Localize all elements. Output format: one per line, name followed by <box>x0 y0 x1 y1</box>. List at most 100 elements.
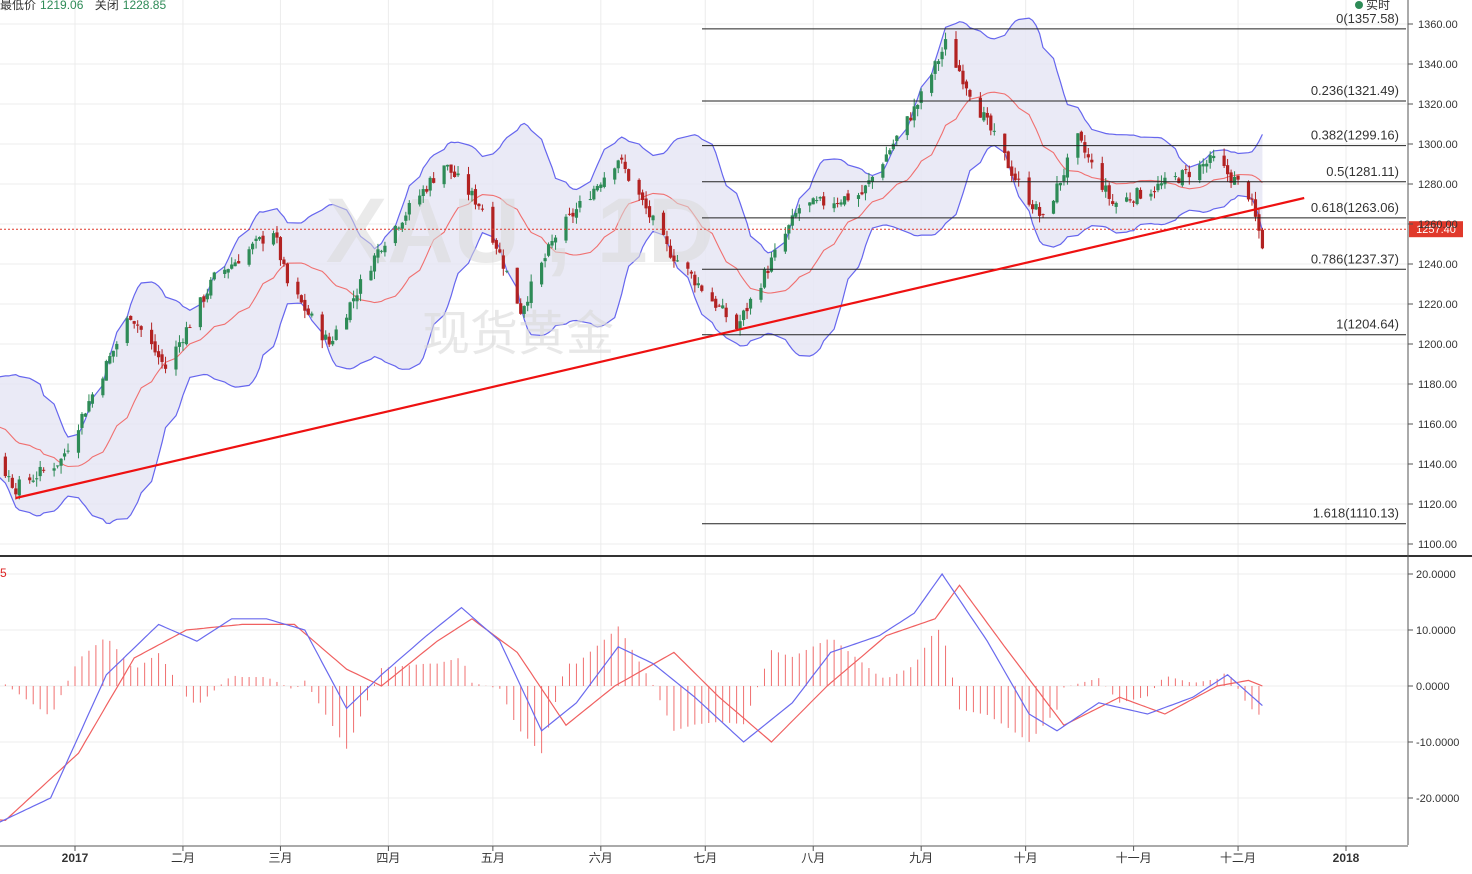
candle-body <box>202 296 206 302</box>
x-tick-label: 三月 <box>268 851 292 865</box>
candle-body <box>28 477 32 481</box>
candle-body <box>696 283 700 286</box>
y-tick-label: 1140.00 <box>1418 459 1457 471</box>
x-tick-label: 十二月 <box>1220 851 1256 865</box>
candle-body <box>724 307 728 318</box>
candle-body <box>978 97 982 118</box>
candle-body <box>1100 163 1104 190</box>
candle-body <box>766 270 770 274</box>
candle-body <box>38 466 42 477</box>
candle-body <box>334 329 338 340</box>
candle-body <box>80 413 84 428</box>
y-tick-label: 1360.00 <box>1418 19 1458 31</box>
fibonacci-label: 0.382(1299.16) <box>1311 128 1399 143</box>
indicator-label: 5 <box>0 566 7 580</box>
candle-body <box>1253 199 1258 217</box>
candle-body <box>327 336 331 345</box>
candle-body <box>668 245 673 258</box>
candle-body <box>1037 206 1042 216</box>
candle-body <box>198 297 202 328</box>
candle-body <box>76 430 81 453</box>
candle-body <box>546 244 551 256</box>
candle-body <box>741 310 746 321</box>
candle-body <box>369 270 373 281</box>
candle-body <box>588 199 592 201</box>
candle-body <box>818 197 822 199</box>
candle-body <box>1111 201 1115 204</box>
candle-body <box>278 237 283 261</box>
candle-body <box>644 198 648 209</box>
close-value: 1228.85 <box>122 0 167 12</box>
candle-body <box>442 165 446 185</box>
candle-body <box>1107 185 1111 199</box>
candle-body <box>101 378 105 396</box>
candle-body <box>136 324 140 326</box>
candle-body <box>815 200 819 202</box>
candle-body <box>1135 188 1139 205</box>
candle-body <box>1177 178 1181 184</box>
close-label: 关闭 <box>94 0 119 12</box>
candle-body <box>1205 163 1209 167</box>
candle-body <box>407 202 411 215</box>
fibonacci-label: 0.618(1263.06) <box>1311 200 1399 215</box>
candle-body <box>1198 164 1202 181</box>
candle-body <box>383 245 387 253</box>
candle-body <box>494 240 498 249</box>
candle-body <box>1086 154 1090 158</box>
candle-body <box>567 213 572 215</box>
candle-body <box>296 281 300 295</box>
candle-body <box>418 195 422 205</box>
candle-body <box>1125 197 1129 202</box>
fibonacci-label: 0.236(1321.49) <box>1311 83 1399 98</box>
candle-body <box>1128 199 1132 201</box>
candle-body <box>870 176 875 182</box>
candle-body <box>473 189 478 205</box>
fibonacci-label: 1.618(1110.13) <box>1313 506 1399 521</box>
candle-body <box>714 298 718 308</box>
candle-body <box>1027 177 1031 205</box>
bollinger-upper <box>0 17 1263 438</box>
candle-body <box>961 70 965 85</box>
candle-body <box>271 233 276 245</box>
candle-body <box>303 299 307 311</box>
candle-body <box>348 302 352 321</box>
candle-body <box>156 351 161 358</box>
candle-body <box>250 243 255 250</box>
bollinger-fill <box>0 18 1263 524</box>
live-indicator[interactable]: 实时 <box>1354 0 1390 13</box>
candle-body <box>31 480 35 482</box>
candle-body <box>1041 214 1045 216</box>
candle-body <box>397 227 401 229</box>
live-dot-icon <box>1354 1 1363 9</box>
candle-body <box>595 185 599 191</box>
candle-body <box>52 468 56 471</box>
candle-body <box>111 350 115 357</box>
candle-body <box>233 262 237 267</box>
candle-body <box>769 257 774 272</box>
candle-body <box>623 161 627 170</box>
live-label: 实时 <box>1365 0 1390 12</box>
candle-body <box>1079 131 1083 141</box>
candle-body <box>1003 133 1007 153</box>
candle-body <box>1236 175 1240 180</box>
y-tick-label: 1300.00 <box>1418 139 1458 151</box>
candle-body <box>759 287 763 300</box>
candle-body <box>1226 165 1230 175</box>
current-price-label: 1257.40 <box>1416 224 1456 236</box>
candle-body <box>599 184 603 188</box>
y-tick-label: 1320.00 <box>1418 99 1458 111</box>
candle-body <box>1013 173 1017 181</box>
y-tick-label: 1280.00 <box>1418 179 1458 191</box>
candle-body <box>153 341 157 353</box>
candle-body <box>919 91 923 104</box>
y-tick-label: 1180.00 <box>1418 379 1457 391</box>
candle-body <box>519 303 523 314</box>
candle-body <box>1212 155 1216 159</box>
macd-tick-label: -20.0000 <box>1416 793 1459 805</box>
fibonacci-label: 0.5(1281.11) <box>1326 164 1399 179</box>
candle-body <box>836 203 840 205</box>
fibonacci-label: 0(1357.58) <box>1336 11 1399 26</box>
x-tick-label: 2017 <box>62 851 89 865</box>
candle-body <box>627 169 631 181</box>
